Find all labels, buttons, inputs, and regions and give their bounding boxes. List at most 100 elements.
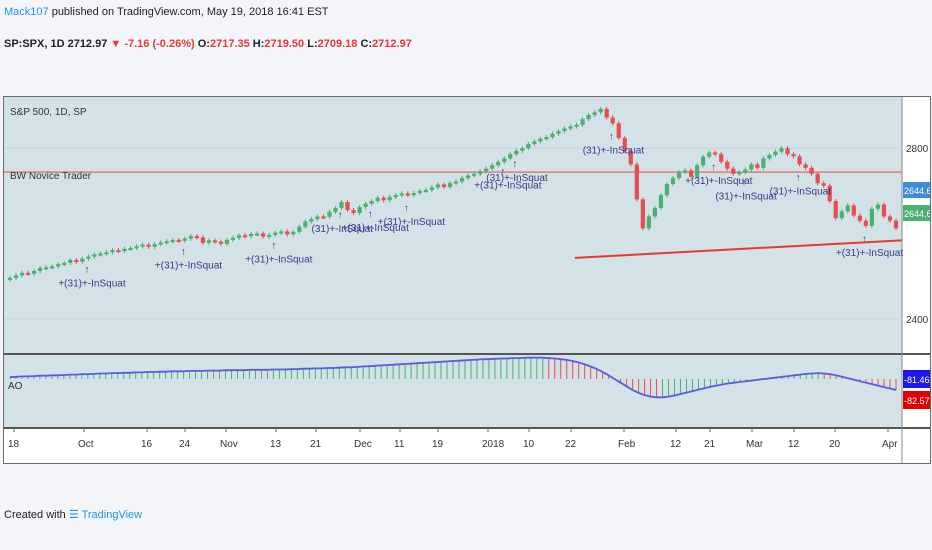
candle-body xyxy=(484,168,489,172)
candle-body xyxy=(773,151,778,156)
candle-body xyxy=(713,152,718,155)
price-badge xyxy=(903,182,930,199)
candle-body xyxy=(435,184,441,188)
candle-body xyxy=(7,277,13,280)
candle-body xyxy=(833,201,838,219)
x-tick-label: 12 xyxy=(788,439,800,450)
ohlc-legend: SP:SPX, 1D 2712.97 ▼ -7.16 (-0.26%) O:27… xyxy=(4,38,412,50)
candle-body xyxy=(140,244,145,247)
candle-body xyxy=(670,178,676,185)
signal-label: +(31)+-InSquat xyxy=(474,180,541,191)
candle-body xyxy=(285,231,290,235)
candle-body xyxy=(447,183,453,188)
candle-body xyxy=(616,123,621,138)
candle-body xyxy=(755,164,760,168)
candle-body xyxy=(351,210,356,214)
candle-body xyxy=(538,138,543,142)
candle-body xyxy=(514,150,519,155)
author-link[interactable]: Mack107 xyxy=(4,6,49,18)
candle-body xyxy=(676,172,682,179)
candle-body xyxy=(544,137,549,140)
candle-body xyxy=(104,252,109,255)
x-tick-label: 24 xyxy=(179,439,191,450)
signal-arrow-icon: ↑ xyxy=(271,241,276,252)
ao-label: AO xyxy=(8,381,23,392)
signal-arrow-icon: ↑ xyxy=(609,131,614,142)
candle-body xyxy=(339,201,344,208)
tradingview-logo-icon[interactable]: ☰ xyxy=(68,509,79,521)
tradingview-brand[interactable]: TradingView xyxy=(81,509,143,521)
candle-body xyxy=(815,173,820,184)
candle-body xyxy=(38,268,43,272)
x-tick-label: 21 xyxy=(704,439,716,450)
candle-body xyxy=(176,239,181,242)
indicator-label: BW Novice Trader xyxy=(10,171,92,182)
candle-body xyxy=(652,207,658,217)
candle-body xyxy=(423,190,428,193)
candle-body xyxy=(471,173,477,176)
candle-body xyxy=(550,133,555,138)
candle-body xyxy=(315,216,320,220)
ao-badge xyxy=(903,391,930,409)
candle-body xyxy=(62,262,67,265)
candle-body xyxy=(640,199,645,229)
candle-body xyxy=(658,195,664,208)
signal-label: +(31)+-InSquat xyxy=(378,217,445,228)
candle-body xyxy=(182,238,187,241)
candle-body xyxy=(761,158,766,168)
y-tick-label: 2800 xyxy=(906,144,929,155)
open-value: 2717.35 xyxy=(209,38,250,50)
candle-body xyxy=(122,248,127,252)
candle-body xyxy=(508,154,513,159)
x-tick-label: 19 xyxy=(432,439,444,450)
signal-label: (31)+-InSquat xyxy=(715,192,777,203)
candle-body xyxy=(224,239,230,244)
candle-body xyxy=(441,184,447,188)
low-value: 2709.18 xyxy=(317,38,358,50)
candle-body xyxy=(86,256,91,259)
candle-body xyxy=(387,196,392,201)
candle-body xyxy=(526,143,531,149)
candle-body xyxy=(821,183,826,186)
candle-body xyxy=(345,201,350,211)
signal-label: +(31)+-InSquat xyxy=(836,248,903,259)
candle-body xyxy=(453,181,459,184)
signal-label: +(31)+-InSquat xyxy=(245,255,312,266)
candle-body xyxy=(267,234,272,237)
ao-badge xyxy=(903,370,930,388)
candle-body xyxy=(875,204,881,209)
candle-body xyxy=(851,205,856,216)
candle-body xyxy=(490,165,495,169)
candle-body xyxy=(291,231,296,235)
candle-body xyxy=(411,193,416,196)
chart-svg[interactable]: ↑ +(31)+-InSquat ↑ +(31)+-InSquat ↑ +(31)+-In… xyxy=(4,97,930,463)
candle-body xyxy=(893,220,899,229)
candle-body xyxy=(56,264,61,267)
signal-label: +(31)+-InSquat xyxy=(58,279,125,290)
candle-body xyxy=(586,114,591,120)
candle-body xyxy=(248,233,254,237)
x-tick-label: 16 xyxy=(141,439,153,450)
candle-body xyxy=(50,266,55,269)
candle-body xyxy=(743,169,748,173)
candle-body xyxy=(279,231,284,234)
x-tick-label: 18 xyxy=(8,439,20,450)
candle-body xyxy=(779,148,784,152)
candle-body xyxy=(881,204,887,217)
candle-body xyxy=(303,221,308,227)
signal-label: (31)+-InSquat xyxy=(583,145,645,156)
x-tick-label: 10 xyxy=(523,439,535,450)
candle-body xyxy=(719,154,724,162)
signal-arrow-icon: ↑ xyxy=(741,178,746,189)
candle-body xyxy=(212,240,218,243)
chart-container[interactable]: ↑ +(31)+-InSquat ↑ +(31)+-InSquat ↑ +(31)+-In… xyxy=(3,96,931,464)
candle-body xyxy=(791,154,796,157)
candle-body xyxy=(309,219,314,222)
candle-body xyxy=(797,156,802,165)
candle-body xyxy=(634,164,639,200)
signal-arrow-icon: ↑ xyxy=(337,210,342,221)
candle-body xyxy=(297,226,302,232)
candle-body xyxy=(694,165,700,177)
trendline[interactable] xyxy=(574,239,903,259)
signal-label: (31)+-InSquat xyxy=(311,224,373,235)
